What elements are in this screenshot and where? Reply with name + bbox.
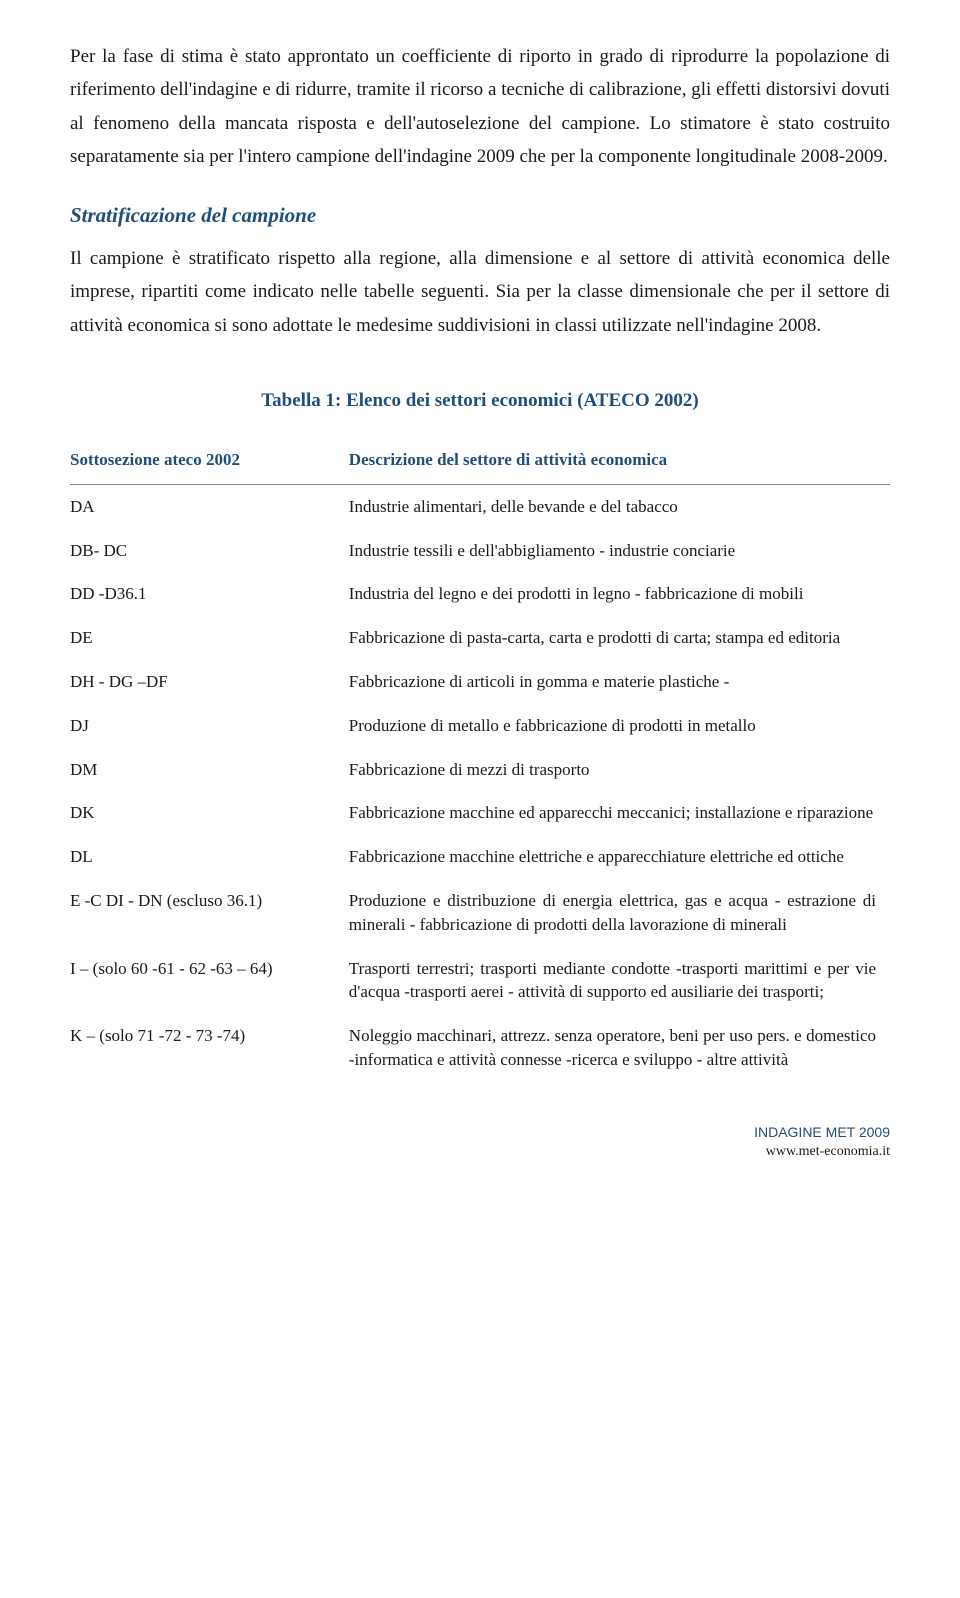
table-cell-code: E -C DI - DN (escluso 36.1)	[70, 879, 349, 947]
table-row: DKFabbricazione macchine ed apparecchi m…	[70, 791, 890, 835]
table-cell-desc: Fabbricazione di mezzi di trasporto	[349, 748, 890, 792]
table-cell-code: DA	[70, 484, 349, 528]
table-header-row: Sottosezione ateco 2002 Descrizione del …	[70, 440, 890, 485]
table-row: DB- DCIndustrie tessili e dell'abbigliam…	[70, 529, 890, 573]
table-cell-desc: Fabbricazione di articoli in gomma e mat…	[349, 660, 890, 704]
table-cell-code: DK	[70, 791, 349, 835]
table-row: DAIndustrie alimentari, delle bevande e …	[70, 484, 890, 528]
page-footer: INDAGINE MET 2009 www.met-economia.it	[70, 1122, 890, 1163]
table-cell-desc: Industria del legno e dei prodotti in le…	[349, 572, 890, 616]
table-cell-desc: Produzione e distribuzione di energia el…	[349, 879, 890, 947]
section-heading-stratificazione: Stratificazione del campione	[70, 203, 890, 228]
footer-title: INDAGINE MET 2009	[70, 1122, 890, 1142]
table-row: K – (solo 71 -72 - 73 -74)Noleggio macch…	[70, 1014, 890, 1082]
settori-table: Sottosezione ateco 2002 Descrizione del …	[70, 440, 890, 1082]
table-cell-code: DE	[70, 616, 349, 660]
table-row: DEFabbricazione di pasta-carta, carta e …	[70, 616, 890, 660]
table-cell-desc: Industrie alimentari, delle bevande e de…	[349, 484, 890, 528]
table-cell-code: DH - DG –DF	[70, 660, 349, 704]
table-cell-desc: Noleggio macchinari, attrezz. senza oper…	[349, 1014, 890, 1082]
table-cell-code: DM	[70, 748, 349, 792]
table-header-code: Sottosezione ateco 2002	[70, 440, 349, 485]
stratificazione-paragraph: Il campione è stratificato rispetto alla…	[70, 242, 890, 342]
table-cell-desc: Industrie tessili e dell'abbigliamento -…	[349, 529, 890, 573]
table-row: DLFabbricazione macchine elettriche e ap…	[70, 835, 890, 879]
table-row: DJProduzione di metallo e fabbricazione …	[70, 704, 890, 748]
table-row: DH - DG –DFFabbricazione di articoli in …	[70, 660, 890, 704]
table-cell-desc: Fabbricazione macchine elettriche e appa…	[349, 835, 890, 879]
footer-url: www.met-economia.it	[70, 1142, 890, 1162]
table-cell-code: K – (solo 71 -72 - 73 -74)	[70, 1014, 349, 1082]
table-title: Tabella 1: Elenco dei settori economici …	[70, 390, 890, 412]
table-cell-desc: Trasporti terrestri; trasporti mediante …	[349, 947, 890, 1015]
intro-paragraph: Per la fase di stima è stato approntato …	[70, 40, 890, 173]
table-cell-code: DD -D36.1	[70, 572, 349, 616]
table-row: I – (solo 60 -61 - 62 -63 – 64)Trasporti…	[70, 947, 890, 1015]
table-row: E -C DI - DN (escluso 36.1)Produzione e …	[70, 879, 890, 947]
table-cell-desc: Fabbricazione macchine ed apparecchi mec…	[349, 791, 890, 835]
table-cell-code: DB- DC	[70, 529, 349, 573]
table-row: DMFabbricazione di mezzi di trasporto	[70, 748, 890, 792]
table-cell-desc: Produzione di metallo e fabbricazione di…	[349, 704, 890, 748]
table-row: DD -D36.1Industria del legno e dei prodo…	[70, 572, 890, 616]
table-cell-desc: Fabbricazione di pasta-carta, carta e pr…	[349, 616, 890, 660]
table-cell-code: DL	[70, 835, 349, 879]
table-cell-code: DJ	[70, 704, 349, 748]
table-cell-code: I – (solo 60 -61 - 62 -63 – 64)	[70, 947, 349, 1015]
table-header-desc: Descrizione del settore di attività econ…	[349, 440, 890, 485]
